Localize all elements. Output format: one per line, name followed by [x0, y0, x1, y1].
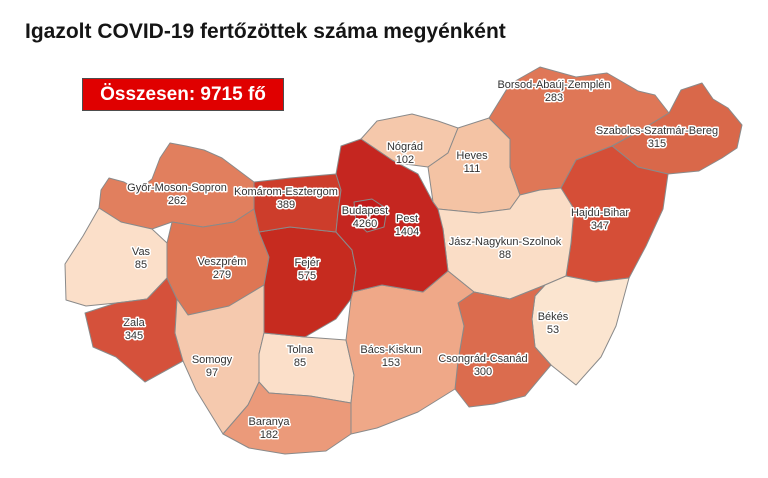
county-value-label-hajdu-bihar: 347 — [591, 220, 609, 232]
county-value-label-gyor-moson-sopron: 262 — [168, 195, 186, 207]
county-value-label-jasz-nagykun-szolnok: 88 — [499, 249, 511, 261]
county-name-label-budapest: Budapest — [342, 205, 388, 217]
county-value-label-somogy: 97 — [206, 367, 218, 379]
county-name-label-szabolcs-szatmar-bereg: Szabolcs-Szatmár-Bereg — [596, 125, 718, 137]
county-name-label-gyor-moson-sopron: Győr-Moson-Sopron — [127, 182, 227, 194]
county-value-label-heves: 111 — [464, 163, 481, 175]
county-value-label-bacs-kiskun: 153 — [382, 357, 400, 369]
county-name-label-zala: Zala — [123, 317, 145, 329]
page-title: Igazolt COVID-19 fertőzöttek száma megyé… — [25, 20, 506, 43]
county-name-label-komarom-esztergom: Komárom-Esztergom — [234, 186, 338, 198]
county-name-label-nograd: Nógrád — [387, 141, 423, 153]
county-value-label-pest: 1404 — [395, 226, 419, 238]
county-name-label-bacs-kiskun: Bács-Kiskun — [360, 344, 421, 356]
county-value-label-nograd: 102 — [396, 154, 414, 166]
county-name-label-veszprem: Veszprém — [198, 256, 247, 268]
county-value-label-veszprem: 279 — [213, 269, 231, 281]
county-name-label-somogy: Somogy — [192, 354, 233, 366]
county-shape-budapest — [353, 198, 388, 233]
county-name-label-csongrad-csanad: Csongrád-Csanád — [438, 353, 527, 365]
county-value-label-baranya: 182 — [260, 429, 278, 441]
county-name-label-vas: Vas — [132, 246, 151, 258]
county-value-label-komarom-esztergom: 389 — [277, 199, 295, 211]
county-name-label-hajdu-bihar: Hajdú-Bihar — [571, 207, 629, 219]
county-shape-gyor-moson-sopron — [98, 142, 255, 230]
county-value-label-vas: 85 — [135, 259, 147, 271]
county-name-label-heves: Heves — [456, 150, 488, 162]
county-value-label-csongrad-csanad: 300 — [474, 366, 492, 378]
county-value-label-budapest: 4260 — [353, 218, 377, 230]
county-name-label-tolna: Tolna — [287, 344, 314, 356]
total-banner: Összesen: 9715 fő — [82, 78, 284, 111]
county-value-label-borsod-abauj-zemplen: 283 — [545, 92, 563, 104]
county-value-label-zala: 345 — [125, 330, 143, 342]
county-labels-layer: Győr-Moson-Sopron262Vas85Zala345Veszprém… — [122, 78, 720, 443]
county-name-label-baranya: Baranya — [249, 416, 291, 428]
county-value-label-bekes: 53 — [547, 324, 559, 336]
county-name-label-fejer: Fejér — [294, 257, 319, 269]
county-shapes-layer — [64, 66, 743, 455]
county-value-label-tolna: 85 — [294, 357, 306, 369]
county-value-label-fejer: 575 — [298, 270, 316, 282]
total-banner-label: Összesen: 9715 fő — [100, 83, 266, 105]
county-name-label-borsod-abauj-zemplen: Borsod-Abaúj-Zemplén — [497, 79, 610, 91]
county-shape-fejer — [258, 226, 357, 338]
county-shape-pest — [335, 138, 449, 293]
county-name-label-pest: Pest — [396, 213, 418, 225]
county-shape-komarom-esztergom — [253, 173, 342, 233]
county-name-label-jasz-nagykun-szolnok: Jász-Nagykun-Szolnok — [449, 236, 562, 248]
county-name-label-bekes: Békés — [538, 311, 569, 323]
county-value-label-szabolcs-szatmar-bereg: 315 — [648, 138, 666, 150]
